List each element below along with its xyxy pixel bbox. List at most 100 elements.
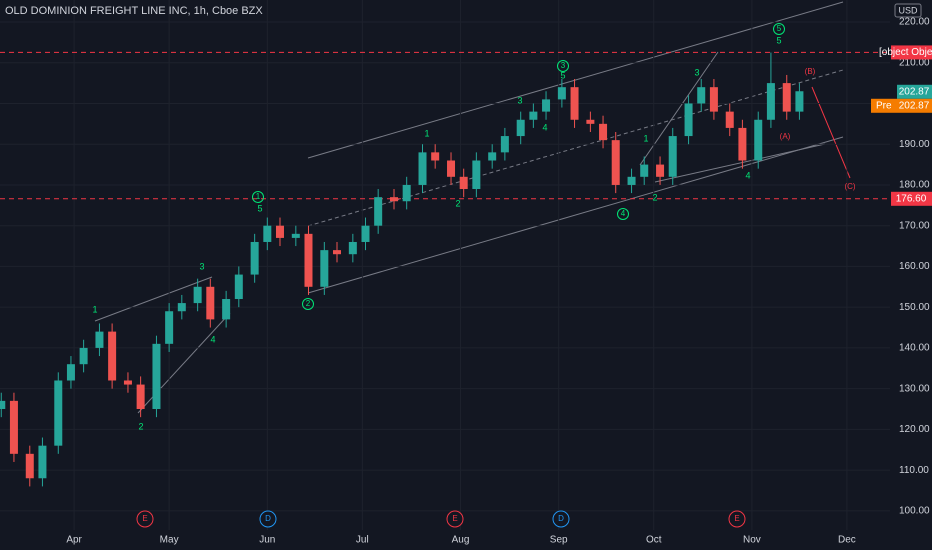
last-price-label: 202.87 (899, 86, 930, 97)
candle-body (165, 311, 174, 344)
price-tag-label: [object Object] (879, 47, 932, 58)
price-tag (891, 45, 932, 60)
currency: USD (898, 5, 918, 15)
candle-body (627, 176, 636, 185)
trend-line (94, 276, 213, 322)
candle-body (304, 233, 313, 287)
pre-tag (871, 98, 932, 113)
candle-body (108, 331, 117, 381)
y-tick-label: 160.00 (899, 261, 930, 272)
candle-body (611, 140, 620, 185)
wave-label: 2 (652, 192, 657, 202)
wave-circle (302, 298, 314, 310)
candle-body (54, 380, 63, 446)
y-tick-label: 140.00 (899, 343, 930, 354)
x-tick-label: Nov (743, 535, 761, 546)
x-tick-label: Oct (646, 535, 662, 546)
event-label: E (142, 514, 147, 523)
price-tag-label: 176.60 (896, 193, 927, 204)
last-price-tag (897, 84, 932, 99)
candle-body (206, 286, 215, 320)
candle-body (725, 111, 734, 128)
y-tick-label: 110.00 (899, 465, 929, 476)
wave-circle (617, 208, 629, 220)
candle-body (177, 303, 186, 312)
candle-body (447, 160, 456, 177)
candle-body (418, 152, 427, 185)
candle-body (684, 103, 693, 137)
candle-body (0, 400, 6, 410)
wave-label: 4 (745, 170, 750, 180)
candle-body (25, 453, 34, 479)
event-badge[interactable] (728, 510, 746, 528)
event-label: E (452, 514, 457, 523)
event-badge[interactable] (552, 510, 570, 528)
candle-body (275, 225, 284, 238)
wave-label: 5 (257, 203, 262, 213)
wave-label: 2 (306, 299, 311, 308)
projection-arrow (811, 86, 851, 179)
candle-body (361, 225, 370, 242)
candle-body (123, 380, 132, 385)
candle-body (332, 250, 341, 255)
candle-body (9, 400, 18, 454)
pre-price-label: 202.87 (899, 100, 930, 111)
wave-label: 1 (424, 128, 429, 138)
candle-body (263, 225, 272, 242)
candle-body (431, 152, 440, 161)
candle-body (738, 127, 747, 161)
candle-body (570, 87, 579, 120)
y-tick-label: 100.00 (899, 505, 930, 516)
wave-label: 1 (643, 133, 648, 143)
correction-label: (A) (780, 132, 791, 141)
wave-label: 1 (92, 304, 97, 314)
wave-label: 3 (694, 67, 699, 77)
wave-label: 5 (777, 24, 782, 33)
wave-circle (557, 60, 569, 72)
y-tick-label: 190.00 (899, 139, 930, 150)
candle-body (250, 241, 259, 275)
event-label: D (558, 514, 564, 523)
candle-body (542, 99, 551, 112)
trend-line (307, 136, 844, 294)
candle-body (640, 164, 649, 177)
x-tick-label: Jul (356, 535, 369, 546)
wave-label: 3 (199, 261, 204, 271)
wave-label: 1 (256, 192, 261, 201)
trend-line (307, 1, 844, 159)
candle-body (586, 119, 595, 124)
candle-body (320, 250, 329, 287)
candle-body (95, 331, 104, 348)
event-badge[interactable] (136, 510, 154, 528)
candle-body (459, 176, 468, 190)
wave-label: 5 (776, 35, 781, 45)
candle-body (754, 119, 763, 161)
trend-line (639, 51, 719, 166)
event-badge[interactable] (446, 510, 464, 528)
wave-label: 3 (561, 61, 566, 70)
candle-body (529, 111, 538, 120)
candle-body (79, 347, 88, 365)
wave-label: 5 (560, 70, 565, 80)
y-tick-label: 120.00 (899, 424, 930, 435)
candle-body (390, 197, 399, 202)
correction-label: (C) (844, 182, 855, 191)
candle-body (291, 233, 300, 238)
candle-body (766, 83, 775, 120)
wave-label: 2 (138, 421, 143, 431)
y-tick-label: 180.00 (899, 180, 930, 191)
x-tick-label: Aug (452, 535, 470, 546)
currency-box (894, 3, 922, 18)
correction-label: (B) (805, 67, 816, 76)
time-axis (0, 530, 890, 550)
x-tick-label: Jun (259, 535, 275, 546)
candle-body (472, 160, 481, 190)
pre-label: Pre (876, 100, 892, 111)
event-badge[interactable] (259, 510, 277, 528)
candle-body (782, 83, 791, 112)
y-tick-label: 210.00 (899, 57, 930, 68)
wave-label: 4 (542, 122, 547, 132)
candle-body (500, 136, 509, 153)
x-tick-label: Sep (550, 535, 568, 546)
